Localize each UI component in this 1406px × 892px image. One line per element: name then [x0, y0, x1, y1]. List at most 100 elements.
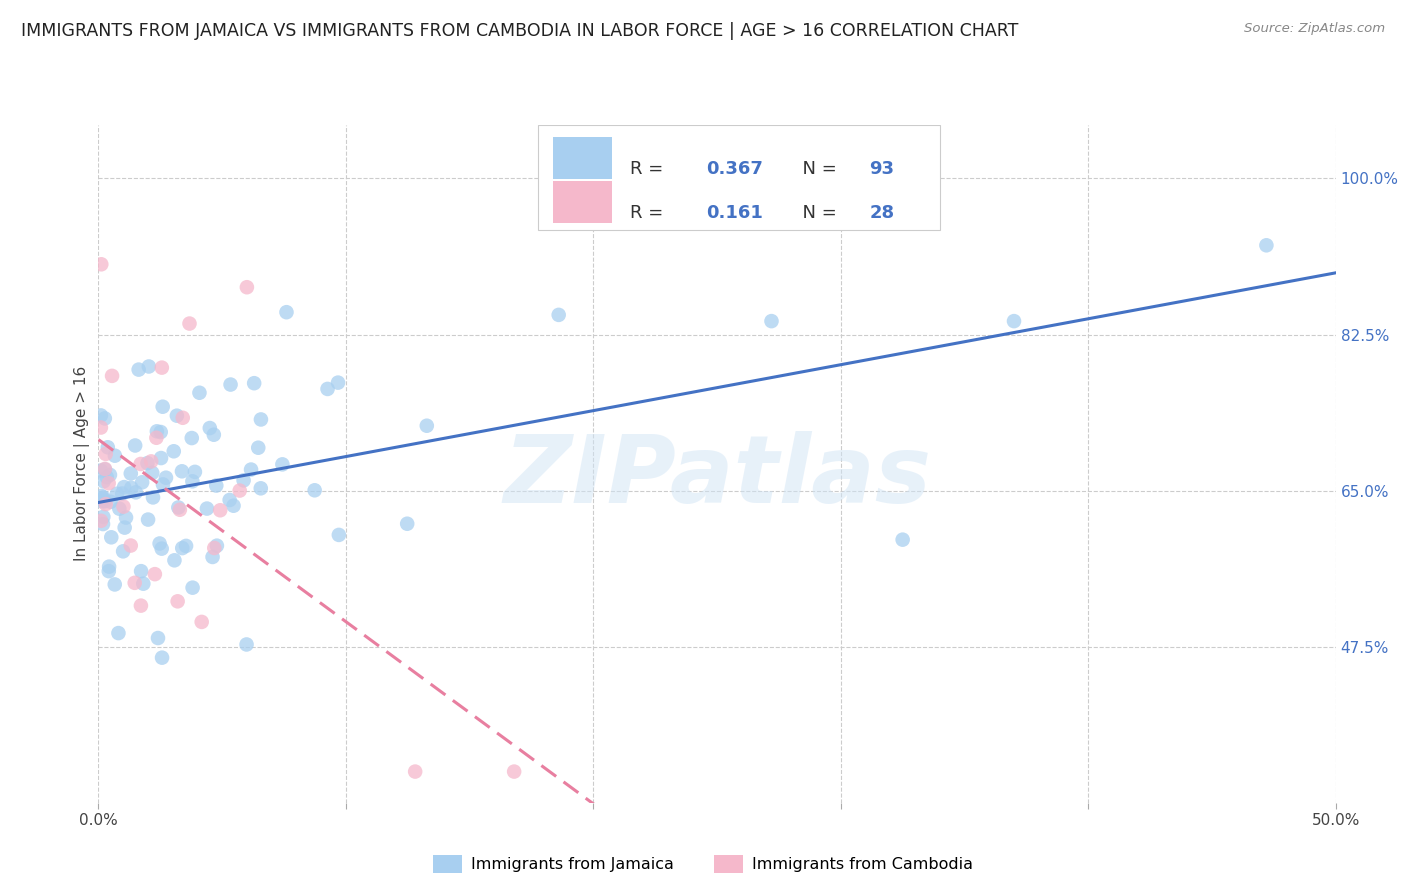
Point: [97, 440, 120, 454]
Point: [98, 467, 121, 482]
Text: Source: ZipAtlas.com: Source: ZipAtlas.com: [1244, 22, 1385, 36]
Point: [243, 376, 266, 391]
Point: [503, 764, 526, 779]
Point: [108, 501, 131, 516]
Text: R =: R =: [630, 204, 675, 222]
Point: [181, 581, 204, 595]
Point: [124, 575, 146, 590]
Point: [115, 510, 138, 524]
Point: [125, 485, 148, 500]
Text: 0.161: 0.161: [706, 204, 763, 222]
Point: [218, 492, 240, 507]
Point: [174, 539, 197, 553]
Text: 93: 93: [869, 160, 894, 178]
Point: [271, 458, 294, 472]
Point: [131, 475, 153, 490]
Point: [97, 564, 120, 578]
Point: [112, 544, 135, 558]
Point: [111, 486, 134, 500]
Point: [91, 517, 114, 532]
Point: [142, 491, 165, 505]
Text: N =: N =: [792, 160, 842, 178]
Point: [120, 467, 142, 481]
Point: [93, 475, 115, 489]
Point: [146, 631, 169, 645]
Point: [96, 470, 118, 484]
Point: [90, 514, 112, 528]
Point: [129, 457, 152, 471]
Point: [150, 451, 173, 466]
Point: [145, 431, 167, 445]
Point: [104, 449, 127, 463]
Text: N =: N =: [792, 204, 842, 222]
Point: [90, 257, 112, 271]
Point: [184, 465, 207, 479]
Point: [316, 382, 339, 396]
FancyBboxPatch shape: [537, 125, 939, 230]
Point: [236, 280, 259, 294]
Point: [91, 509, 114, 524]
Point: [141, 454, 163, 468]
Point: [205, 539, 228, 553]
Point: [152, 400, 174, 414]
Point: [101, 368, 124, 383]
Point: [94, 462, 117, 476]
Point: [94, 497, 117, 511]
Text: IMMIGRANTS FROM JAMAICA VS IMMIGRANTS FROM CAMBODIA IN LABOR FORCE | AGE > 16 CO: IMMIGRANTS FROM JAMAICA VS IMMIGRANTS FR…: [21, 22, 1018, 40]
Point: [328, 528, 350, 542]
Point: [150, 541, 173, 556]
Point: [94, 494, 117, 508]
Point: [202, 427, 225, 442]
Point: [128, 362, 150, 376]
Point: [404, 764, 426, 779]
Point: [132, 576, 155, 591]
Point: [107, 626, 129, 640]
Legend: Immigrants from Jamaica, Immigrants from Cambodia: Immigrants from Jamaica, Immigrants from…: [426, 848, 980, 880]
Point: [129, 564, 152, 578]
Point: [163, 553, 186, 567]
Point: [149, 425, 172, 439]
Point: [547, 308, 569, 322]
Point: [90, 409, 112, 423]
Point: [202, 541, 225, 555]
Point: [240, 462, 263, 476]
Point: [170, 464, 193, 478]
Point: [167, 500, 190, 515]
Point: [326, 376, 349, 390]
Point: [91, 491, 114, 506]
Point: [112, 500, 135, 514]
Point: [276, 305, 298, 319]
Point: [104, 577, 127, 591]
Point: [146, 425, 169, 439]
Point: [150, 360, 173, 375]
Point: [114, 520, 136, 534]
Point: [120, 481, 142, 495]
Point: [172, 541, 194, 555]
Point: [155, 471, 177, 485]
Point: [100, 495, 122, 509]
Point: [304, 483, 326, 498]
Point: [1002, 314, 1025, 328]
Point: [250, 412, 273, 426]
Point: [232, 474, 254, 488]
Point: [163, 444, 186, 458]
Text: R =: R =: [630, 160, 669, 178]
Point: [97, 476, 120, 491]
Point: [94, 462, 117, 476]
Point: [141, 466, 163, 480]
Point: [124, 438, 146, 452]
Point: [188, 385, 211, 400]
Point: [228, 483, 250, 498]
Point: [205, 478, 228, 492]
Point: [195, 501, 218, 516]
Point: [180, 431, 202, 445]
Point: [94, 447, 117, 461]
Point: [90, 420, 112, 434]
Point: [209, 503, 232, 517]
Point: [90, 489, 112, 503]
Text: 0.367: 0.367: [706, 160, 763, 178]
Point: [91, 494, 114, 508]
Point: [129, 599, 152, 613]
Point: [179, 317, 201, 331]
Point: [166, 594, 188, 608]
